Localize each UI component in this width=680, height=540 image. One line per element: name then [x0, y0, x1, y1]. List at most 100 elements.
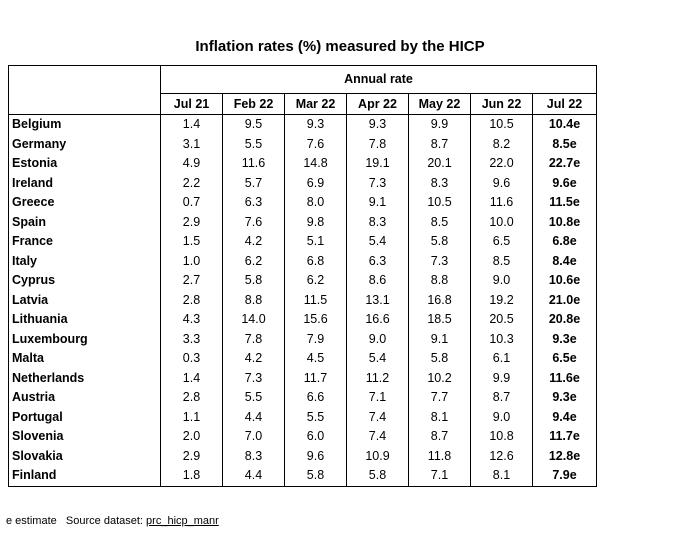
value-cell: 3.3 — [160, 329, 223, 349]
value-cell: 9.0 — [470, 271, 533, 291]
country-cell: Luxembourg — [8, 329, 161, 349]
table-row: Portugal 1.1 4.4 5.5 7.4 8.1 9.0 9.4e — [8, 407, 597, 427]
value-cell: 9.8 — [284, 212, 347, 232]
value-cell: 8.6 — [346, 271, 409, 291]
value-cell: 1.0 — [160, 251, 223, 271]
table-row: Netherlands 1.4 7.3 11.7 11.2 10.2 9.9 11.6e — [8, 368, 597, 388]
value-cell: 4.2 — [222, 232, 285, 252]
country-cell: Netherlands — [8, 368, 161, 388]
value-cell: 14.0 — [222, 310, 285, 330]
value-cell: 5.8 — [284, 466, 347, 487]
value-cell: 6.2 — [284, 271, 347, 291]
value-cell: 4.3 — [160, 310, 223, 330]
value-cell: 12.6 — [470, 446, 533, 466]
value-cell: 10.5 — [470, 114, 533, 135]
value-cell: 8.2 — [470, 134, 533, 154]
value-cell: 4.5 — [284, 349, 347, 369]
country-cell: Lithuania — [8, 310, 161, 330]
table-row: Germany 3.1 5.5 7.6 7.8 8.7 8.2 8.5e — [8, 134, 597, 154]
value-cell: 20.8e — [532, 310, 597, 330]
value-cell: 8.5e — [532, 134, 597, 154]
value-cell: 7.3 — [408, 251, 471, 271]
value-cell: 0.7 — [160, 193, 223, 213]
value-cell: 8.4e — [532, 251, 597, 271]
column-header: Feb 22 — [222, 93, 285, 115]
table-row: Greece 0.7 6.3 8.0 9.1 10.5 11.6 11.5e — [8, 193, 597, 213]
value-cell: 20.5 — [470, 310, 533, 330]
value-cell: 1.5 — [160, 232, 223, 252]
table-title: Inflation rates (%) measured by the HICP — [195, 38, 485, 55]
value-cell: 2.8 — [160, 290, 223, 310]
column-header: Jul 22 — [532, 93, 597, 115]
value-cell: 8.3 — [346, 212, 409, 232]
table-row: Italy 1.0 6.2 6.8 6.3 7.3 8.5 8.4e — [8, 251, 597, 271]
value-cell: 11.5e — [532, 193, 597, 213]
value-cell: 3.1 — [160, 134, 223, 154]
value-cell: 6.3 — [222, 193, 285, 213]
value-cell: 10.4e — [532, 114, 597, 135]
value-cell: 11.8 — [408, 446, 471, 466]
table-row: Spain 2.9 7.6 9.8 8.3 8.5 10.0 10.8e — [8, 212, 597, 232]
value-cell: 2.9 — [160, 446, 223, 466]
value-cell: 12.8e — [532, 446, 597, 466]
value-cell: 5.8 — [222, 271, 285, 291]
column-header: Jul 21 — [160, 93, 223, 115]
value-cell: 10.9 — [346, 446, 409, 466]
value-cell: 5.4 — [346, 232, 409, 252]
value-cell: 11.7 — [284, 368, 347, 388]
value-cell: 14.8 — [284, 154, 347, 174]
value-cell: 22.7e — [532, 154, 597, 174]
value-cell: 10.5 — [408, 193, 471, 213]
column-header: Apr 22 — [346, 93, 409, 115]
value-cell: 11.7e — [532, 427, 597, 447]
value-cell: 7.8 — [222, 329, 285, 349]
value-cell: 5.4 — [346, 349, 409, 369]
value-cell: 5.5 — [222, 388, 285, 408]
column-header: Jun 22 — [470, 93, 533, 115]
value-cell: 8.5 — [408, 212, 471, 232]
value-cell: 1.4 — [160, 368, 223, 388]
value-cell: 11.6e — [532, 368, 597, 388]
value-cell: 8.5 — [470, 251, 533, 271]
value-cell: 5.8 — [408, 232, 471, 252]
value-cell: 5.8 — [408, 349, 471, 369]
value-cell: 4.4 — [222, 407, 285, 427]
column-header: May 22 — [408, 93, 471, 115]
value-cell: 4.2 — [222, 349, 285, 369]
value-cell: 18.5 — [408, 310, 471, 330]
value-cell: 8.8 — [222, 290, 285, 310]
source-link[interactable]: prc_hicp_manr — [146, 515, 219, 527]
inflation-table: Annual rate Jul 21 Feb 22 Mar 22 Apr 22 May … — [8, 65, 597, 487]
value-cell: 7.3 — [222, 368, 285, 388]
value-cell: 9.0 — [346, 329, 409, 349]
value-cell: 5.8 — [346, 466, 409, 487]
value-cell: 2.9 — [160, 212, 223, 232]
value-cell: 6.0 — [284, 427, 347, 447]
value-cell: 6.5e — [532, 349, 597, 369]
country-cell: Greece — [8, 193, 161, 213]
table-row: Estonia 4.9 11.6 14.8 19.1 20.1 22.0 22.7e — [8, 154, 597, 174]
value-cell: 6.8 — [284, 251, 347, 271]
table-row: Malta 0.3 4.2 4.5 5.4 5.8 6.1 6.5e — [8, 349, 597, 369]
value-cell: 11.5 — [284, 290, 347, 310]
value-cell: 8.3 — [408, 173, 471, 193]
value-cell: 2.2 — [160, 173, 223, 193]
annual-rate-header: Annual rate — [160, 65, 597, 94]
value-cell: 8.8 — [408, 271, 471, 291]
footnote: e estimate Source dataset: prc_hicp_manr — [6, 515, 219, 527]
country-cell: Malta — [8, 349, 161, 369]
value-cell: 7.0 — [222, 427, 285, 447]
country-cell: Germany — [8, 134, 161, 154]
value-cell: 6.6 — [284, 388, 347, 408]
column-header: Mar 22 — [284, 93, 347, 115]
value-cell: 8.0 — [284, 193, 347, 213]
table-row: Luxembourg 3.3 7.8 7.9 9.0 9.1 10.3 9.3e — [8, 329, 597, 349]
value-cell: 19.2 — [470, 290, 533, 310]
value-cell: 9.1 — [408, 329, 471, 349]
value-cell: 9.4e — [532, 407, 597, 427]
value-cell: 7.9e — [532, 466, 597, 487]
value-cell: 1.1 — [160, 407, 223, 427]
value-cell: 10.8 — [470, 427, 533, 447]
value-cell: 0.3 — [160, 349, 223, 369]
value-cell: 9.3 — [346, 114, 409, 135]
